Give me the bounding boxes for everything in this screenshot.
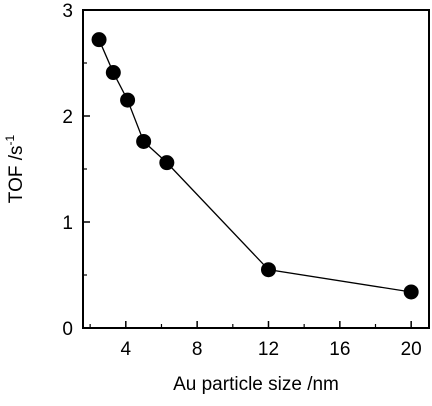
data-point [403, 284, 419, 300]
y-axis-label-superscript: -1 [3, 134, 17, 145]
y-ticks: 0 1 2 3 [62, 1, 90, 340]
plot-frame [82, 9, 430, 329]
y-tick-label: 0 [62, 319, 73, 340]
x-tick-label: 8 [192, 339, 203, 360]
y-axis-label-main: TOF /s [6, 145, 27, 203]
x-tick-label: 4 [121, 339, 132, 360]
x-tick-label: 12 [258, 339, 279, 360]
x-tick-label: 16 [329, 339, 350, 360]
x-tick-label: 20 [401, 339, 422, 360]
data-point [120, 92, 136, 108]
series-group [91, 32, 419, 300]
data-point [260, 262, 276, 278]
y-tick-label: 1 [62, 213, 73, 234]
data-point [105, 65, 121, 81]
series-line [98, 39, 412, 293]
y-tick-label: 2 [62, 107, 73, 128]
x-ticks: 4 8 12 16 20 [89, 321, 422, 360]
y-axis-label: TOF /s-1 [3, 134, 27, 203]
data-point [136, 133, 152, 149]
data-point [159, 155, 175, 171]
x-axis-label: Au particle size /nm [173, 374, 339, 395]
y-tick-label: 3 [62, 1, 73, 22]
data-point [91, 32, 107, 48]
